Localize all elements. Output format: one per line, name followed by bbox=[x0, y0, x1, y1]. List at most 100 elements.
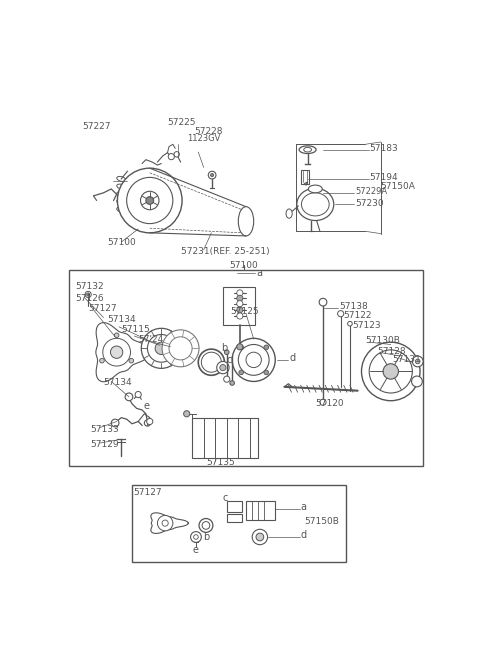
Circle shape bbox=[85, 291, 91, 298]
Circle shape bbox=[162, 520, 168, 526]
Circle shape bbox=[100, 358, 104, 363]
Text: 57132: 57132 bbox=[75, 283, 104, 291]
Circle shape bbox=[135, 392, 141, 397]
Text: 57229A: 57229A bbox=[355, 187, 387, 196]
Circle shape bbox=[146, 196, 154, 204]
Circle shape bbox=[411, 376, 422, 387]
Text: c: c bbox=[227, 355, 232, 365]
Ellipse shape bbox=[117, 184, 126, 189]
Circle shape bbox=[141, 191, 159, 210]
Circle shape bbox=[169, 337, 192, 360]
Text: 57194: 57194 bbox=[369, 173, 398, 182]
Circle shape bbox=[237, 290, 243, 296]
Text: 57'24: 57'24 bbox=[138, 334, 164, 344]
Text: 57128: 57128 bbox=[377, 347, 406, 356]
Ellipse shape bbox=[304, 147, 312, 152]
Circle shape bbox=[224, 376, 230, 382]
Text: 57228: 57228 bbox=[194, 127, 223, 136]
Bar bbox=[132, 486, 346, 562]
Circle shape bbox=[141, 328, 181, 369]
Circle shape bbox=[174, 152, 180, 157]
Text: 57133: 57133 bbox=[90, 424, 119, 434]
Circle shape bbox=[193, 535, 198, 539]
Text: a: a bbox=[300, 502, 307, 512]
Text: 57127: 57127 bbox=[88, 304, 117, 313]
Circle shape bbox=[144, 420, 151, 426]
Text: c: c bbox=[223, 493, 228, 503]
Circle shape bbox=[147, 419, 153, 424]
Text: 57127: 57127 bbox=[133, 488, 161, 497]
Circle shape bbox=[246, 352, 262, 367]
Circle shape bbox=[320, 399, 326, 405]
Bar bbox=[246, 501, 275, 520]
Text: 57123: 57123 bbox=[352, 321, 381, 330]
Text: 57125: 57125 bbox=[230, 307, 259, 316]
Text: 57100: 57100 bbox=[229, 261, 258, 269]
Circle shape bbox=[157, 516, 173, 531]
Ellipse shape bbox=[297, 188, 334, 221]
Text: a: a bbox=[256, 268, 262, 278]
Circle shape bbox=[86, 293, 90, 296]
Circle shape bbox=[114, 333, 119, 338]
Circle shape bbox=[220, 365, 226, 371]
Circle shape bbox=[256, 533, 264, 541]
Text: 57134: 57134 bbox=[108, 315, 136, 324]
Circle shape bbox=[361, 342, 420, 401]
Circle shape bbox=[211, 173, 214, 177]
Circle shape bbox=[237, 295, 243, 302]
Text: 57134: 57134 bbox=[104, 378, 132, 388]
Text: 57225: 57225 bbox=[168, 118, 196, 127]
Circle shape bbox=[127, 177, 173, 223]
Text: 57122: 57122 bbox=[343, 311, 372, 320]
Text: 57135: 57135 bbox=[206, 458, 235, 467]
Circle shape bbox=[412, 356, 423, 367]
Text: 57231(REF. 25-251): 57231(REF. 25-251) bbox=[180, 247, 269, 256]
Text: 57227: 57227 bbox=[83, 122, 111, 131]
Circle shape bbox=[252, 530, 267, 545]
Circle shape bbox=[208, 171, 216, 179]
Circle shape bbox=[237, 301, 243, 307]
Text: 57150A: 57150A bbox=[381, 182, 416, 191]
Circle shape bbox=[239, 370, 243, 374]
Circle shape bbox=[184, 411, 190, 417]
Ellipse shape bbox=[301, 193, 329, 216]
Bar bbox=[301, 170, 309, 183]
Circle shape bbox=[198, 349, 225, 375]
Text: b: b bbox=[221, 344, 228, 353]
Circle shape bbox=[202, 522, 210, 530]
Circle shape bbox=[237, 313, 243, 319]
Text: 1123GV: 1123GV bbox=[188, 135, 221, 143]
Text: e: e bbox=[192, 545, 198, 555]
Circle shape bbox=[147, 334, 175, 362]
Text: d: d bbox=[289, 353, 295, 363]
Circle shape bbox=[369, 350, 412, 393]
Text: 57129: 57129 bbox=[90, 440, 119, 449]
Circle shape bbox=[155, 342, 168, 355]
Circle shape bbox=[264, 370, 268, 374]
Text: 57115: 57115 bbox=[121, 325, 150, 334]
Circle shape bbox=[225, 350, 229, 355]
Circle shape bbox=[118, 168, 182, 233]
Circle shape bbox=[237, 344, 243, 350]
Ellipse shape bbox=[117, 200, 126, 204]
Circle shape bbox=[162, 330, 199, 367]
Circle shape bbox=[415, 359, 420, 364]
Circle shape bbox=[239, 345, 243, 350]
Circle shape bbox=[232, 338, 275, 382]
Circle shape bbox=[168, 154, 174, 160]
Bar bbox=[69, 270, 423, 466]
Circle shape bbox=[111, 419, 119, 427]
Bar bbox=[192, 418, 258, 458]
Ellipse shape bbox=[117, 192, 126, 197]
Circle shape bbox=[110, 346, 123, 358]
Ellipse shape bbox=[117, 207, 126, 212]
Circle shape bbox=[383, 364, 398, 379]
Circle shape bbox=[191, 532, 201, 543]
Text: d: d bbox=[300, 530, 307, 541]
Circle shape bbox=[217, 361, 229, 374]
Circle shape bbox=[337, 311, 344, 317]
Ellipse shape bbox=[238, 207, 254, 236]
Circle shape bbox=[348, 321, 352, 326]
Bar bbox=[227, 501, 242, 512]
Text: 57126: 57126 bbox=[75, 294, 104, 303]
